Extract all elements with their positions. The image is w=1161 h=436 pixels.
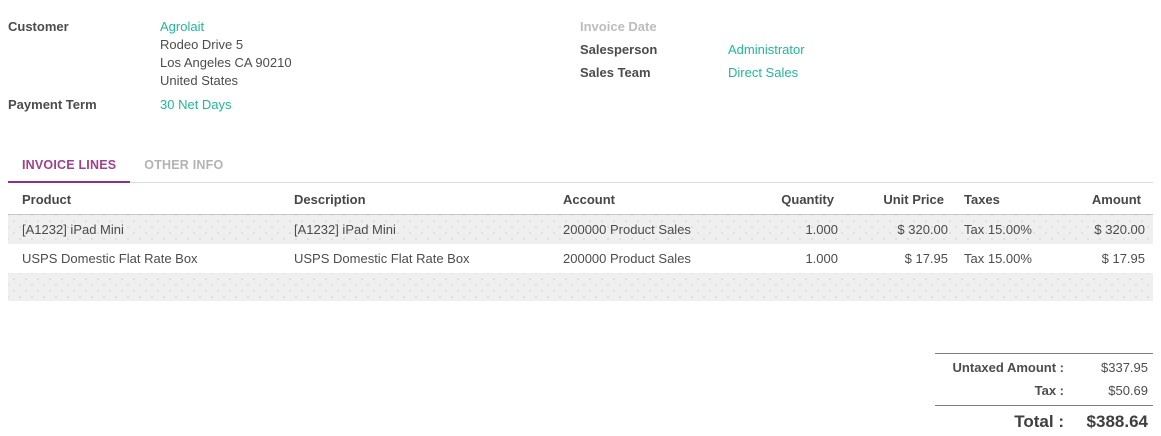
payment-term-link[interactable]: 30 Net Days [160, 97, 232, 112]
notebook: INVOICE LINES OTHER INFO Product Descrip… [8, 155, 1153, 301]
untaxed-amount-row: Untaxed Amount : $337.95 [935, 353, 1153, 379]
cell-account[interactable]: 200000 Product Sales [563, 251, 691, 266]
customer-label: Customer [8, 19, 69, 34]
table-header-row: Product Description Account Quantity Uni… [8, 187, 1153, 215]
table-row[interactable]: [A1232] iPad Mini [A1232] iPad Mini 2000… [8, 214, 1153, 244]
invoice-date-label: Invoice Date [580, 19, 657, 34]
cell-quantity[interactable]: 1.000 [805, 251, 838, 266]
form-group-left: Customer Agrolait Rodeo Drive 5 Los Ange… [8, 18, 580, 119]
invoice-lines-table: Product Description Account Quantity Uni… [8, 187, 1153, 301]
total-value: $388.64 [1086, 412, 1148, 431]
cell-unit-price[interactable]: $ 17.95 [904, 251, 948, 266]
field-payment-term: Payment Term 30 Net Days [8, 96, 580, 114]
total-row: Total : $388.64 [935, 405, 1153, 436]
sales-team-link[interactable]: Direct Sales [728, 65, 799, 80]
form-header: Customer Agrolait Rodeo Drive 5 Los Ange… [0, 0, 1161, 119]
untaxed-amount-label: Untaxed Amount : [952, 360, 1064, 375]
customer-address-country: United States [160, 73, 239, 88]
tax-value: $50.69 [1108, 383, 1148, 398]
total-label: Total : [1014, 412, 1064, 431]
empty-row-cell[interactable] [8, 273, 1153, 301]
table-row-empty[interactable] [8, 273, 1153, 301]
tab-bar: INVOICE LINES OTHER INFO [8, 155, 1153, 183]
cell-product[interactable]: [A1232] iPad Mini [22, 222, 124, 237]
cell-amount[interactable]: $ 320.00 [1094, 222, 1145, 237]
column-header-description[interactable]: Description [286, 187, 555, 215]
payment-term-label: Payment Term [8, 97, 97, 112]
field-invoice-date: Invoice Date [580, 18, 1161, 36]
field-salesperson: Salesperson Administrator [580, 41, 1161, 59]
sales-team-label: Sales Team [580, 65, 651, 80]
cell-description[interactable]: USPS Domestic Flat Rate Box [294, 251, 470, 266]
field-sales-team: Sales Team Direct Sales [580, 64, 1161, 82]
untaxed-amount-value: $337.95 [1101, 360, 1148, 375]
salesperson-link[interactable]: Administrator [728, 42, 805, 57]
column-header-amount[interactable]: Amount [1046, 187, 1153, 215]
cell-product[interactable]: USPS Domestic Flat Rate Box [22, 251, 198, 266]
column-header-unit-price[interactable]: Unit Price [846, 187, 956, 215]
customer-value-block: Agrolait Rodeo Drive 5 Los Angeles CA 90… [160, 18, 292, 90]
cell-amount[interactable]: $ 17.95 [1101, 251, 1145, 266]
field-customer: Customer Agrolait Rodeo Drive 5 Los Ange… [8, 18, 580, 90]
tab-invoice-lines[interactable]: INVOICE LINES [8, 155, 131, 183]
salesperson-label: Salesperson [580, 42, 658, 57]
column-header-quantity[interactable]: Quantity [725, 187, 846, 215]
totals-table: Untaxed Amount : $337.95 Tax : $50.69 To… [935, 353, 1153, 436]
tax-row: Tax : $50.69 [935, 379, 1153, 402]
cell-quantity[interactable]: 1.000 [805, 222, 838, 237]
cell-taxes[interactable]: Tax 15.00% [964, 222, 1032, 237]
column-header-taxes[interactable]: Taxes [956, 187, 1046, 215]
customer-address-city: Los Angeles CA 90210 [160, 55, 292, 70]
cell-taxes[interactable]: Tax 15.00% [964, 251, 1032, 266]
customer-link[interactable]: Agrolait [160, 19, 205, 34]
customer-address-street: Rodeo Drive 5 [160, 37, 244, 52]
tab-other-info[interactable]: OTHER INFO [144, 158, 224, 172]
tax-label: Tax : [1034, 383, 1064, 398]
form-group-right: Invoice Date Salesperson Administrator S… [580, 18, 1161, 119]
table-row[interactable]: USPS Domestic Flat Rate Box USPS Domesti… [8, 244, 1153, 273]
cell-unit-price[interactable]: $ 320.00 [897, 222, 948, 237]
column-header-account[interactable]: Account [555, 187, 725, 215]
column-header-product[interactable]: Product [8, 187, 286, 215]
cell-account[interactable]: 200000 Product Sales [563, 222, 691, 237]
cell-description[interactable]: [A1232] iPad Mini [294, 222, 396, 237]
